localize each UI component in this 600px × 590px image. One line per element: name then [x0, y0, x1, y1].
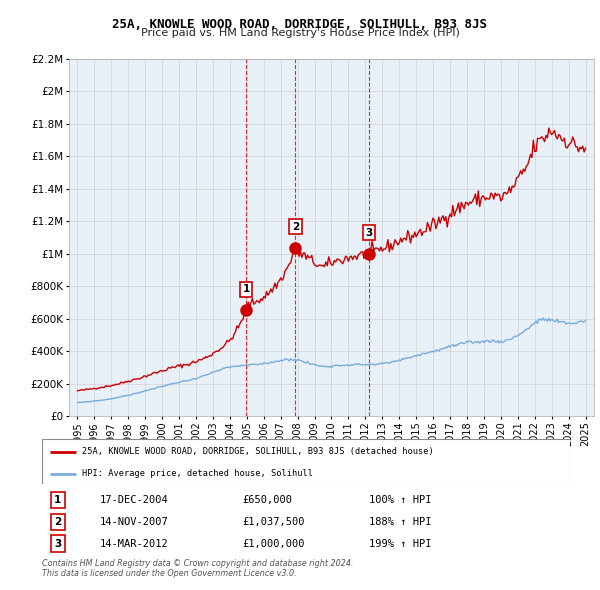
Text: Price paid vs. HM Land Registry's House Price Index (HPI): Price paid vs. HM Land Registry's House …	[140, 28, 460, 38]
Text: 14-MAR-2012: 14-MAR-2012	[100, 539, 169, 549]
Text: HPI: Average price, detached house, Solihull: HPI: Average price, detached house, Soli…	[82, 470, 313, 478]
Text: 14-NOV-2007: 14-NOV-2007	[100, 517, 169, 527]
Text: 3: 3	[365, 228, 373, 238]
Text: Contains HM Land Registry data © Crown copyright and database right 2024.: Contains HM Land Registry data © Crown c…	[42, 559, 353, 568]
FancyBboxPatch shape	[42, 439, 570, 484]
Text: 2: 2	[292, 221, 299, 231]
Text: This data is licensed under the Open Government Licence v3.0.: This data is licensed under the Open Gov…	[42, 569, 296, 578]
Text: 25A, KNOWLE WOOD ROAD, DORRIDGE, SOLIHULL, B93 8JS (detached house): 25A, KNOWLE WOOD ROAD, DORRIDGE, SOLIHUL…	[82, 447, 433, 456]
Text: 2: 2	[54, 517, 61, 527]
Text: 3: 3	[54, 539, 61, 549]
Text: £650,000: £650,000	[242, 495, 293, 505]
Text: 17-DEC-2004: 17-DEC-2004	[100, 495, 169, 505]
Text: 25A, KNOWLE WOOD ROAD, DORRIDGE, SOLIHULL, B93 8JS: 25A, KNOWLE WOOD ROAD, DORRIDGE, SOLIHUL…	[113, 18, 487, 31]
Text: £1,000,000: £1,000,000	[242, 539, 305, 549]
Text: 1: 1	[242, 284, 250, 294]
Text: 199% ↑ HPI: 199% ↑ HPI	[370, 539, 432, 549]
Text: 100% ↑ HPI: 100% ↑ HPI	[370, 495, 432, 505]
Text: 1: 1	[54, 495, 61, 505]
Text: £1,037,500: £1,037,500	[242, 517, 305, 527]
Text: 188% ↑ HPI: 188% ↑ HPI	[370, 517, 432, 527]
